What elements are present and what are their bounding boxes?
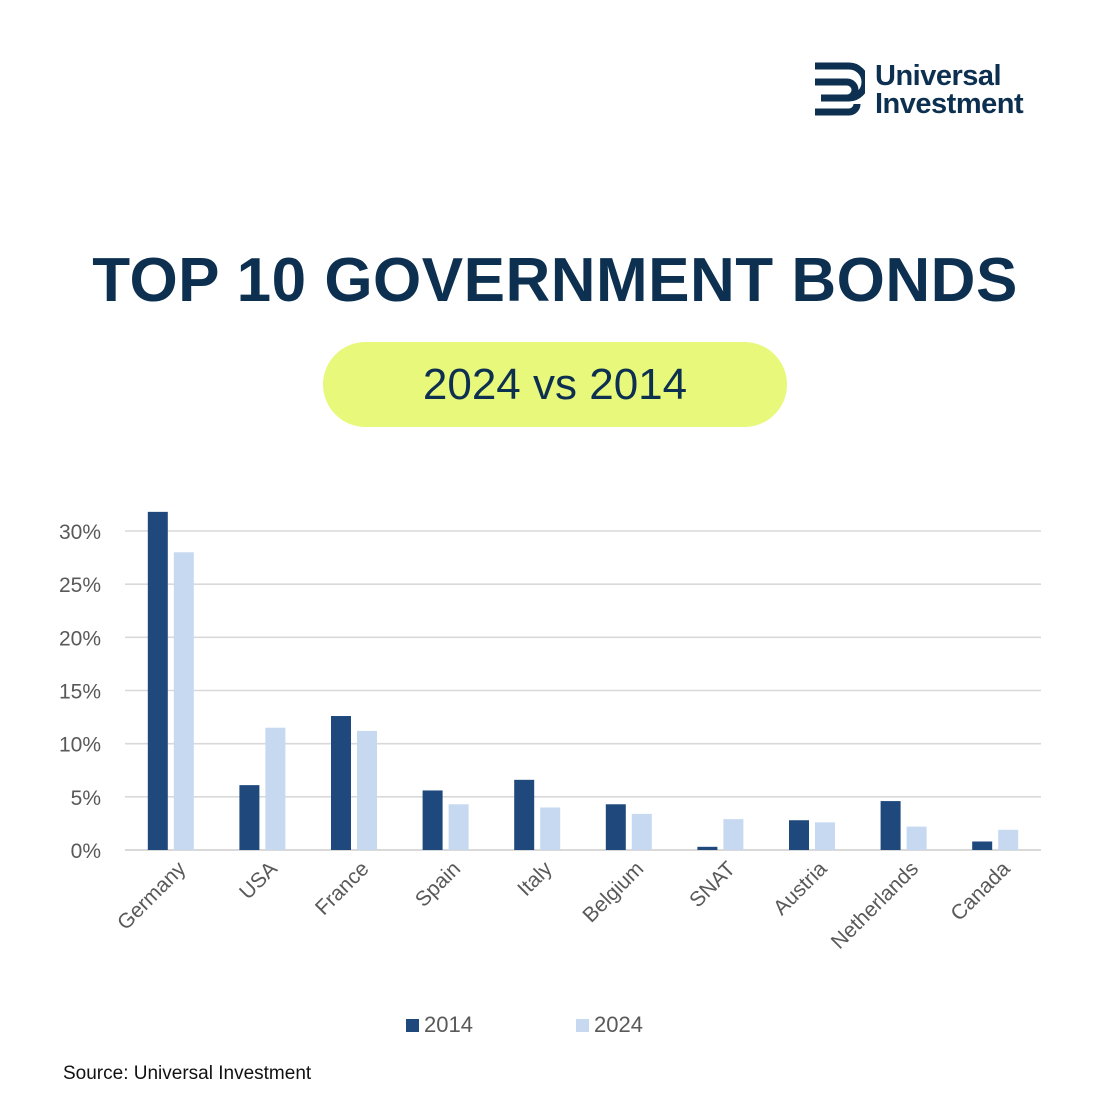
bar-2014-france [331,716,351,850]
x-tick-label: USA [235,857,282,904]
x-tick-label: Netherlands [827,857,923,953]
x-tick-label: Canada [946,857,1015,926]
bar-2014-usa [239,785,260,850]
y-tick-label: 0% [71,840,101,863]
bar-2024-usa [265,727,286,850]
legend-swatch-2014 [406,1019,419,1032]
legend-label-2014: 2014 [424,1012,473,1037]
bar-2024-italy [540,807,561,850]
source-note: Source: Universal Investment [63,1063,312,1084]
bar-2024-canada [998,829,1019,850]
subtitle-text: 2024 vs 2014 [422,360,688,409]
brand-name: Universal Investment [875,60,1024,120]
bar-2014-canada [972,841,993,850]
y-tick-label: 30% [59,521,101,544]
bar-2024-belgium [631,813,652,850]
page-title: TOP 10 GOVERNMENT BONDS [92,246,1018,315]
x-tick-label: Italy [513,857,557,901]
bar-2024-netherlands [906,826,927,850]
brand-logo: Universal Investment [813,62,1053,122]
bar-2014-italy [514,779,535,850]
bar-2024-france [357,730,377,850]
x-tick-label: SNAT [685,857,740,912]
subtitle-pill: 2024 vs 2014 [323,342,787,427]
bar-2014-austria [789,820,809,850]
legend-label-2024: 2024 [594,1012,643,1037]
bar-2014-belgium [605,804,626,850]
bar-2014-snat [697,846,718,850]
y-tick-label: 10% [59,734,101,757]
y-tick-label: 5% [71,787,101,810]
brand-name-line2: Investment [875,88,1024,120]
bar-2014-spain [422,790,443,850]
x-tick-label: France [311,857,373,919]
brand-name-line1: Universal [875,60,1002,92]
bar-2024-germany [173,552,194,850]
brand-logo-icon [815,62,865,116]
bar-2024-austria [815,822,835,850]
legend-swatch-2024 [576,1019,589,1032]
y-tick-label: 25% [59,574,101,597]
bar-chart: 0% 5% 10% 15% 20% 25% 30% Germany USA France Spain… [59,511,1041,954]
bar-2024-spain [448,804,469,850]
bar-2014-germany [147,511,168,850]
y-tick-label: 15% [59,681,101,704]
y-tick-label: 20% [59,627,101,650]
chart-legend: 2014 2024 [0,1010,1110,1040]
bar-2024-snat [723,819,744,850]
x-tick-label: Spain [411,857,465,911]
x-tick-label: Austria [769,857,832,920]
bar-2014-netherlands [880,801,901,850]
x-tick-label: Belgium [578,857,648,927]
x-tick-label: Germany [113,857,191,935]
